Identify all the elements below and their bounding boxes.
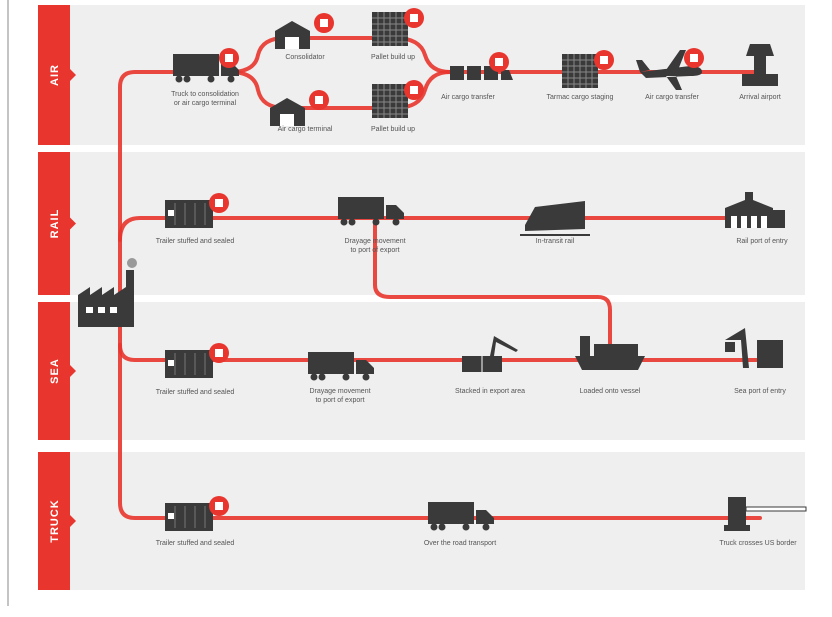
cargo	[594, 344, 638, 356]
build	[757, 340, 783, 368]
wheel	[319, 374, 326, 381]
window	[110, 307, 117, 313]
badge-mark	[215, 502, 223, 510]
node-label: Drayage movement	[344, 238, 405, 245]
barrier	[746, 507, 806, 511]
node-label: Stacked in export area	[455, 388, 525, 395]
wheel	[184, 76, 191, 83]
badge-mark	[215, 349, 223, 357]
node-label: Over the road transport	[424, 540, 496, 547]
lock	[168, 513, 174, 519]
node-label: In-transit rail	[536, 238, 575, 245]
badge-mark	[690, 54, 698, 62]
base	[724, 525, 750, 531]
node-label: Sea port of entry	[734, 388, 786, 395]
wheel	[349, 219, 356, 226]
wheel	[208, 76, 215, 83]
node-label: Air cargo terminal	[278, 126, 333, 133]
trailer	[428, 502, 474, 524]
badge-mark	[225, 54, 233, 62]
diagram: AIR RAIL SEA TRUCK Truck to consolidation or…	[0, 0, 832, 617]
base	[742, 74, 778, 86]
lane-label: TRUCK	[49, 499, 61, 543]
wheel	[311, 374, 318, 381]
arch	[751, 216, 757, 228]
node-label: Trailer stuffed and sealed	[156, 540, 235, 547]
wheel	[228, 76, 235, 83]
trailer	[308, 352, 354, 374]
cart	[450, 66, 464, 80]
wheel	[439, 524, 446, 531]
node-label: Consolidator	[285, 54, 325, 61]
arch	[761, 216, 767, 228]
badge-mark	[410, 14, 418, 22]
badge-mark	[215, 199, 223, 207]
bridge	[580, 336, 590, 356]
node-label: Arrival airport	[739, 94, 781, 101]
booth	[728, 497, 746, 525]
node-label: Drayage movement	[309, 388, 370, 395]
node-label: Loaded onto vessel	[580, 388, 641, 395]
badge-mark	[410, 86, 418, 94]
node-label: Pallet build up	[371, 126, 415, 133]
wheel	[431, 524, 438, 531]
box	[725, 342, 735, 352]
node-label: Air cargo transfer	[441, 94, 495, 101]
cart	[467, 66, 481, 80]
wheel	[463, 524, 470, 531]
node-label: Air cargo transfer	[645, 94, 699, 101]
wheel	[373, 219, 380, 226]
node-label: Trailer stuffed and sealed	[156, 389, 235, 396]
wheel	[483, 524, 490, 531]
wheel	[393, 219, 400, 226]
trailer	[338, 197, 384, 219]
badge-mark	[495, 58, 503, 66]
lock	[168, 210, 174, 216]
node-label: Tarmac cargo staging	[547, 94, 614, 101]
arch	[741, 216, 747, 228]
lane-label: SEA	[49, 358, 61, 384]
node-label: Truck crosses US border	[719, 540, 797, 547]
badge-mark	[315, 96, 323, 104]
node-label: Truck to consolidation	[171, 91, 239, 98]
wheel	[343, 374, 350, 381]
node-label: to port of export	[350, 247, 399, 254]
node-label: Pallet build up	[371, 54, 415, 61]
lane-label: RAIL	[49, 209, 61, 239]
node-label: Trailer stuffed and sealed	[156, 238, 235, 245]
door	[280, 114, 294, 126]
lock	[168, 360, 174, 366]
node-label: Rail port of entry	[736, 238, 788, 245]
smoke	[127, 258, 137, 268]
window	[86, 307, 93, 313]
wheel	[341, 219, 348, 226]
badge-mark	[320, 19, 328, 27]
trailer	[173, 54, 219, 76]
arch	[731, 216, 737, 228]
window	[98, 307, 105, 313]
lane-label: AIR	[49, 64, 61, 86]
node-label: or air cargo terminal	[174, 100, 237, 107]
hull	[575, 356, 645, 370]
wheel	[363, 374, 370, 381]
door	[285, 37, 299, 49]
badge-mark	[600, 56, 608, 64]
wheel	[176, 76, 183, 83]
node-label: to port of export	[315, 397, 364, 404]
cab	[746, 44, 774, 56]
